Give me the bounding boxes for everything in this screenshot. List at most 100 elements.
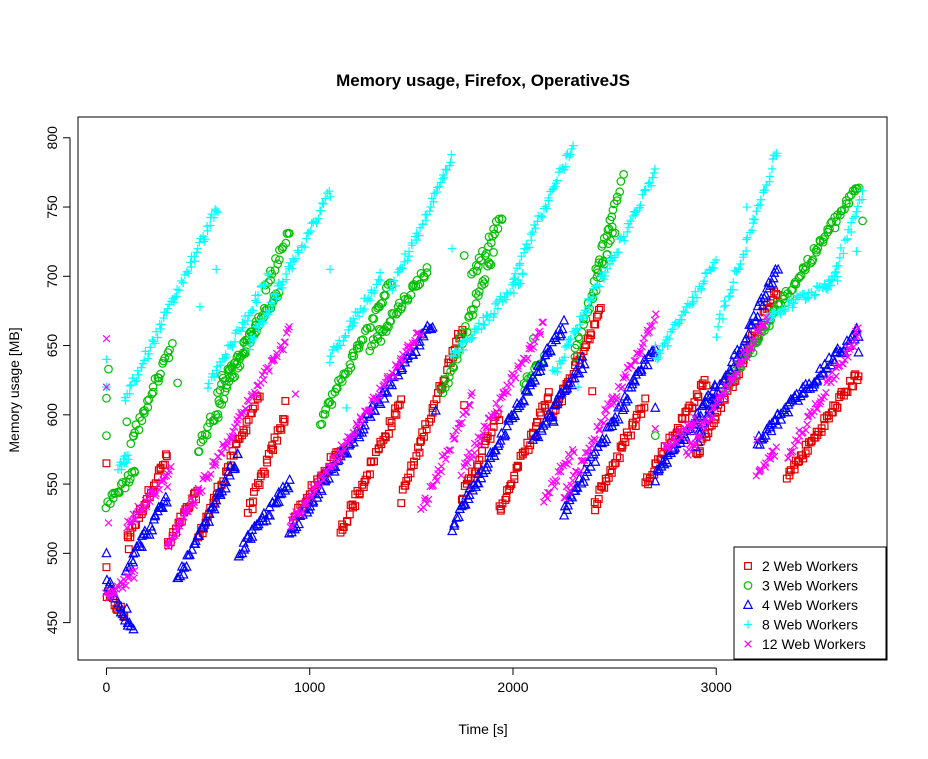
data-point (245, 341, 255, 350)
data-point (130, 516, 139, 524)
data-point (788, 303, 797, 312)
data-point (130, 574, 138, 582)
data-point (325, 397, 335, 407)
data-point (396, 357, 405, 365)
data-point (104, 519, 113, 527)
data-point (631, 422, 640, 431)
data-point (538, 212, 547, 222)
data-point (184, 507, 192, 516)
data-point (391, 373, 399, 381)
data-point (767, 164, 777, 174)
data-point (835, 393, 844, 402)
data-point (442, 165, 451, 175)
data-point (172, 285, 182, 294)
data-point (826, 219, 836, 228)
data-point (722, 387, 730, 395)
data-point (433, 476, 441, 485)
data-point (494, 214, 504, 224)
data-point (711, 255, 721, 265)
data-point (213, 413, 223, 422)
data-point (102, 334, 111, 343)
data-point (407, 348, 419, 359)
data-point (752, 207, 761, 216)
data-point (420, 273, 429, 282)
data-point (746, 344, 755, 352)
data-point (314, 214, 323, 223)
data-point (445, 446, 453, 454)
x-tick-label: 3000 (701, 679, 732, 695)
data-point (594, 258, 604, 268)
data-point (509, 288, 519, 298)
data-point (811, 375, 823, 386)
data-point (243, 316, 252, 326)
data-point (531, 333, 540, 341)
data-point (857, 195, 867, 204)
data-point (255, 481, 264, 489)
data-point (616, 177, 626, 186)
legend-marker (743, 620, 753, 629)
data-point (618, 383, 627, 391)
data-point (537, 411, 546, 420)
data-point (237, 350, 247, 360)
data-point (701, 269, 710, 278)
data-point (720, 296, 729, 306)
data-point (129, 431, 138, 441)
data-point (751, 338, 759, 347)
data-point (588, 292, 598, 302)
data-point (230, 358, 240, 368)
data-point (130, 428, 139, 438)
x-tick-label: 2000 (497, 679, 528, 695)
data-point (477, 453, 486, 462)
legend-marker (744, 640, 752, 648)
data-point (196, 437, 206, 447)
data-point (143, 354, 153, 363)
data-point (544, 393, 553, 402)
data-point (468, 389, 476, 397)
data-point (472, 266, 482, 276)
legend-marker (742, 599, 754, 609)
data-point (754, 438, 766, 449)
data-point (717, 404, 726, 412)
data-point (536, 330, 545, 339)
data-point (550, 482, 559, 491)
data-point (421, 420, 430, 429)
data-point (772, 151, 781, 161)
data-point (567, 481, 575, 490)
data-point (509, 275, 518, 284)
data-point (441, 165, 450, 174)
data-point (178, 561, 190, 572)
data-point (577, 350, 588, 361)
data-point (351, 502, 360, 511)
data-point (375, 268, 385, 277)
data-point (753, 435, 761, 444)
data-point (832, 363, 840, 372)
data-point (125, 381, 135, 391)
data-point (482, 311, 491, 320)
data-point (850, 338, 858, 346)
data-point (526, 377, 538, 387)
data-point (326, 192, 335, 202)
data-point (236, 326, 246, 336)
data-point (540, 417, 552, 428)
data-point (266, 275, 275, 285)
data-point (577, 363, 588, 374)
data-point (558, 314, 570, 325)
data-point (554, 468, 563, 476)
data-point (354, 431, 365, 442)
data-point (536, 211, 546, 221)
data-point (600, 419, 608, 427)
data-point (326, 463, 334, 471)
data-point (579, 358, 590, 369)
data-point (646, 181, 656, 190)
data-point (784, 454, 793, 463)
data-point (235, 352, 245, 361)
data-point (582, 308, 591, 317)
data-point (757, 299, 769, 310)
data-point (216, 485, 228, 496)
data-point (511, 374, 520, 382)
data-point (247, 530, 258, 541)
data-point (829, 356, 841, 366)
data-point (393, 362, 401, 371)
data-point (134, 370, 143, 380)
data-point (114, 601, 126, 612)
